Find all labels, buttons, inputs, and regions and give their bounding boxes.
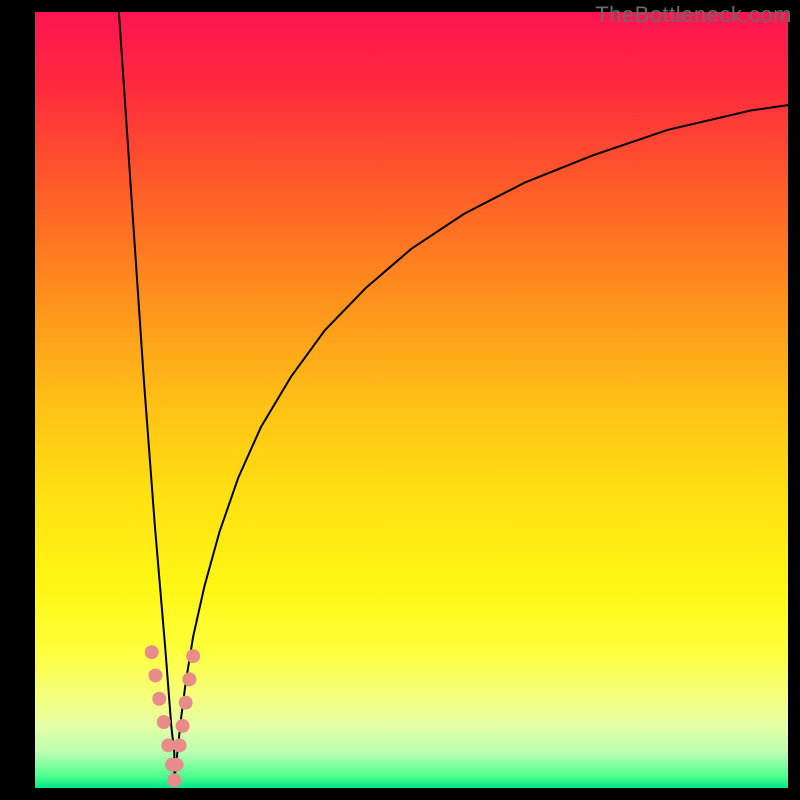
data-marker <box>186 649 200 663</box>
data-marker <box>157 715 171 729</box>
data-marker <box>179 696 193 710</box>
data-marker <box>152 692 166 706</box>
data-marker <box>176 719 190 733</box>
data-marker <box>170 758 184 772</box>
data-marker <box>148 668 162 682</box>
data-marker <box>182 672 196 686</box>
chart-stage: TheBottleneck.com <box>0 0 800 800</box>
plot-area <box>35 12 788 788</box>
data-marker <box>167 773 181 787</box>
data-marker <box>145 645 159 659</box>
watermark-text: TheBottleneck.com <box>595 2 792 28</box>
data-marker <box>173 738 187 752</box>
chart-svg <box>35 12 788 788</box>
